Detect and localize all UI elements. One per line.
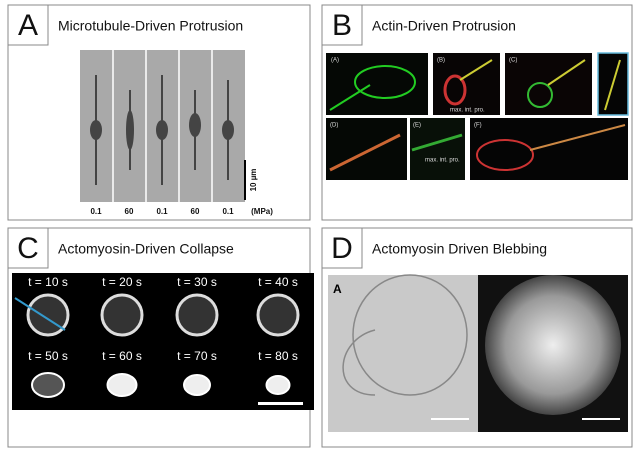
cell <box>175 293 219 337</box>
panel-frame <box>321 227 633 448</box>
panel-letter: D <box>331 232 353 265</box>
cell-outline <box>352 274 468 396</box>
bleb-outline <box>342 329 376 396</box>
annotation: max. int. pro. <box>450 108 485 114</box>
time-label: t = 40 s <box>258 275 298 289</box>
brightfield-image <box>328 275 478 432</box>
image-label: A <box>333 282 342 296</box>
letter-box <box>7 227 49 269</box>
image-label: (C) <box>509 58 517 64</box>
line-scan <box>14 297 66 331</box>
fluorescence-images <box>326 52 629 180</box>
annotation: max. int. pro. <box>425 158 460 164</box>
pressure-label: 0.1 <box>222 207 234 216</box>
letter-box <box>7 4 49 46</box>
panel-title: Microtubule-Driven Protrusion <box>58 18 243 34</box>
letter-box <box>321 4 363 46</box>
cell <box>265 375 291 395</box>
unit-label: (MPa) <box>251 207 273 216</box>
panel-letter: C <box>17 232 39 265</box>
image-label: (F) <box>474 123 482 129</box>
panel-title: Actomyosin Driven Blebbing <box>372 241 547 257</box>
scale-bar <box>431 418 469 420</box>
cell <box>106 373 138 397</box>
time-label: t = 20 s <box>102 275 142 289</box>
panel-letter: B <box>332 9 352 42</box>
image-label: (E) <box>413 123 421 129</box>
scale-bar <box>582 418 620 420</box>
image-label: (D) <box>330 123 338 129</box>
letter-box <box>321 227 363 269</box>
cell <box>183 374 211 396</box>
pressure-label: 0.1 <box>156 207 168 216</box>
time-label: t = 60 s <box>102 349 142 363</box>
time-label: t = 80 s <box>258 349 298 363</box>
scale-label: 10 µm <box>249 169 258 192</box>
panel-letter: A <box>18 9 38 42</box>
pressure-label: 60 <box>191 207 200 216</box>
panel-frame <box>7 4 311 221</box>
cell <box>256 293 300 337</box>
time-label: t = 50 s <box>28 349 68 363</box>
panel-frame <box>321 4 633 221</box>
cell-glow <box>485 275 621 415</box>
time-label: t = 70 s <box>177 349 217 363</box>
panel-title: Actomyosin-Driven Collapse <box>58 241 234 257</box>
cell <box>31 372 65 398</box>
image-label: (B) <box>437 58 445 64</box>
pressure-label: 0.1 <box>90 207 102 216</box>
time-label: t = 30 s <box>177 275 217 289</box>
scale-bar <box>258 402 303 405</box>
panel-title: Actin-Driven Protrusion <box>372 18 516 34</box>
pressure-label: 60 <box>125 207 134 216</box>
cell <box>100 293 144 337</box>
microscopy-strips <box>80 50 245 202</box>
cell-grid: t = 10 s t = 20 s t = 30 s t = 40 s t = 50 s… <box>26 275 300 398</box>
image-label: (A) <box>331 58 339 64</box>
scale-bar <box>244 160 246 200</box>
time-label: t = 10 s <box>28 275 68 289</box>
